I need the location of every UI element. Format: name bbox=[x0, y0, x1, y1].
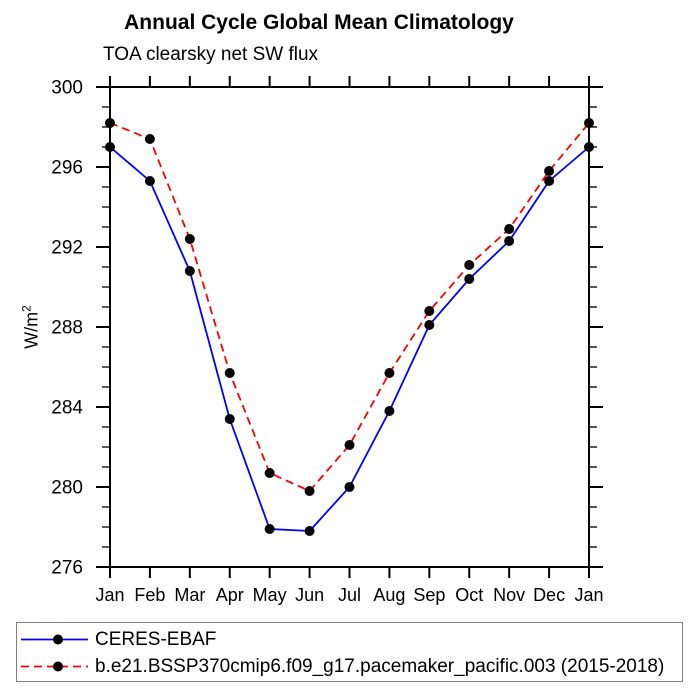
y-tick-label: 296 bbox=[51, 158, 83, 179]
legend-sample-ceres bbox=[21, 634, 88, 645]
data-point-marker-ceres bbox=[224, 414, 235, 424]
data-point-marker-model bbox=[464, 260, 475, 270]
data-point-marker-model bbox=[144, 134, 155, 144]
x-tick-label: May bbox=[253, 585, 287, 605]
data-point-marker-ceres bbox=[584, 142, 594, 152]
x-tick-label: Apr bbox=[216, 585, 244, 605]
x-tick-label: Dec bbox=[533, 585, 565, 605]
legend-label-ceres: CERES-EBAF bbox=[95, 628, 217, 650]
data-point-marker-model bbox=[344, 440, 355, 450]
x-tick-label: Nov bbox=[493, 585, 525, 605]
data-point-marker-model bbox=[224, 368, 235, 378]
chart-subtitle: TOA clearsky net SW flux bbox=[103, 44, 319, 65]
data-point-marker-model bbox=[264, 468, 275, 478]
data-point-marker-ceres bbox=[344, 482, 355, 492]
series-line-model bbox=[109, 122, 590, 493]
x-tick-label: Feb bbox=[134, 585, 165, 605]
legend-marker-icon bbox=[53, 661, 63, 672]
x-tick-label: Jul bbox=[338, 585, 361, 605]
data-point-marker-model bbox=[105, 118, 115, 128]
legend-label-model: b.e21.BSSP370cmip6.f09_g17.pacemaker_pac… bbox=[95, 655, 665, 677]
y-tick-label: 292 bbox=[51, 238, 83, 259]
data-point-marker-ceres bbox=[264, 524, 275, 534]
data-point-marker-ceres bbox=[384, 406, 395, 416]
data-point-marker-ceres bbox=[544, 176, 555, 186]
legend-marker-icon bbox=[53, 634, 63, 645]
data-point-marker-ceres bbox=[304, 526, 315, 536]
x-tick-label: Mar bbox=[174, 585, 205, 605]
data-point-marker-ceres bbox=[424, 320, 435, 330]
x-tick-label: Jan bbox=[574, 585, 603, 605]
y-tick-label: 300 bbox=[51, 78, 83, 99]
data-point-marker-ceres bbox=[504, 236, 515, 246]
x-tick-label: Oct bbox=[455, 585, 483, 605]
y-tick-label: 276 bbox=[51, 558, 83, 579]
chart-title: Annual Cycle Global Mean Climatology bbox=[124, 11, 514, 34]
data-point-marker-ceres bbox=[184, 266, 195, 276]
data-point-marker-model bbox=[384, 368, 395, 378]
y-tick-label: 284 bbox=[51, 398, 83, 419]
x-tick-label: Jan bbox=[95, 585, 124, 605]
plot-frame bbox=[109, 86, 590, 568]
series-line-ceres bbox=[109, 146, 590, 532]
data-point-marker-model bbox=[304, 486, 315, 496]
data-point-marker-ceres bbox=[144, 176, 155, 186]
data-point-marker-ceres bbox=[105, 142, 115, 152]
y-tick-label: 288 bbox=[51, 318, 83, 339]
legend-sample-model bbox=[21, 661, 88, 672]
x-tick-label: Sep bbox=[413, 585, 445, 605]
legend-box: CERES-EBAF b.e21.BSSP370cmip6.f09_g17.pa… bbox=[16, 622, 683, 682]
legend-entry-ceres: CERES-EBAF bbox=[17, 626, 682, 653]
data-point-marker-model bbox=[504, 224, 515, 234]
data-point-marker-model bbox=[584, 118, 594, 128]
x-tick-label: Jun bbox=[295, 585, 324, 605]
data-point-marker-ceres bbox=[464, 274, 475, 284]
data-point-marker-model bbox=[424, 306, 435, 316]
x-tick-label: Aug bbox=[373, 585, 405, 605]
y-tick-label: 280 bbox=[51, 478, 83, 499]
data-point-marker-model bbox=[184, 234, 195, 244]
legend-entry-model: b.e21.BSSP370cmip6.f09_g17.pacemaker_pac… bbox=[17, 653, 682, 680]
data-point-marker-model bbox=[544, 166, 555, 176]
